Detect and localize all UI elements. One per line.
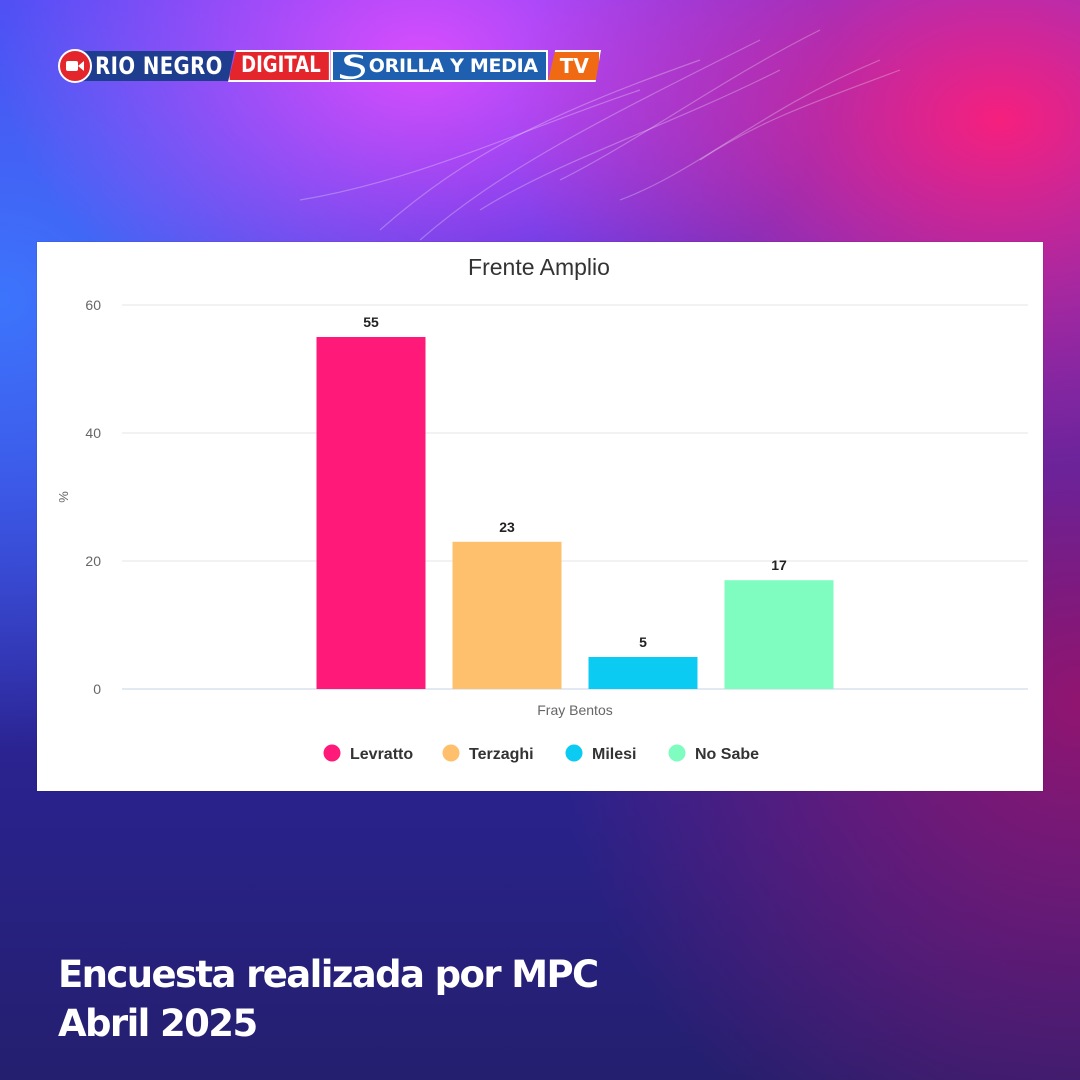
legend-swatch (442, 744, 460, 762)
bar-value-label: 55 (363, 314, 379, 330)
y-tick-label: 60 (85, 297, 101, 313)
caption-line-1: Encuesta realizada por MPC (58, 953, 599, 996)
bar-no-sabe (724, 580, 834, 689)
brand-rio-negro: RIO NEGRO (82, 51, 235, 81)
legend-item[interactable]: No Sabe (668, 744, 760, 764)
survey-caption: Encuesta realizada por MPC Abril 2025 (58, 950, 599, 1048)
legend-label: No Sabe (695, 746, 759, 763)
bar-value-label: 17 (771, 557, 787, 573)
y-axis-label: % (56, 491, 71, 503)
y-tick-label: 40 (85, 425, 101, 441)
y-tick-label: 20 (85, 553, 101, 569)
chart-title: Frente Amplio (468, 254, 610, 280)
brand-digital: DIGITAL (227, 50, 331, 82)
video-camera-icon (58, 49, 92, 83)
background-swirl (299, 29, 901, 241)
legend-label: Levratto (350, 746, 413, 763)
chart-card: Frente Amplio % 0 20 40 60 55 23 5 17 Fray Ben… (37, 242, 1043, 791)
x-category-label: Fray Bentos (537, 702, 612, 718)
orilla-s-logo-icon (339, 54, 365, 80)
brand-tv: TV (547, 50, 601, 82)
brand-logo-bar: RIO NEGRO DIGITAL ORILLA Y MEDIA TV (58, 48, 601, 84)
bar-levratto (316, 337, 426, 689)
legend-item[interactable]: Terzaghi (442, 744, 534, 764)
legend-label: Terzaghi (469, 746, 534, 763)
brand-orilla-text: ORILLA Y MEDIA (368, 55, 538, 77)
legend-label: Milesi (592, 746, 636, 763)
legend-item[interactable]: Levratto (323, 744, 414, 764)
legend-swatch (668, 744, 686, 762)
brand-orilla-y-media: ORILLA Y MEDIA (330, 50, 548, 82)
bar-terzaghi (452, 541, 562, 689)
bar-chart: Frente Amplio % 0 20 40 60 55 23 5 17 Fray Ben… (56, 254, 1028, 764)
bar-value-label: 5 (639, 634, 647, 650)
y-tick-label: 0 (93, 681, 101, 697)
legend-item[interactable]: Milesi (565, 744, 637, 764)
caption-line-2: Abril 2025 (58, 1002, 258, 1045)
legend-swatch (323, 744, 341, 762)
legend-swatch (565, 744, 583, 762)
bar-milesi (588, 657, 698, 689)
bar-value-label: 23 (499, 519, 515, 535)
